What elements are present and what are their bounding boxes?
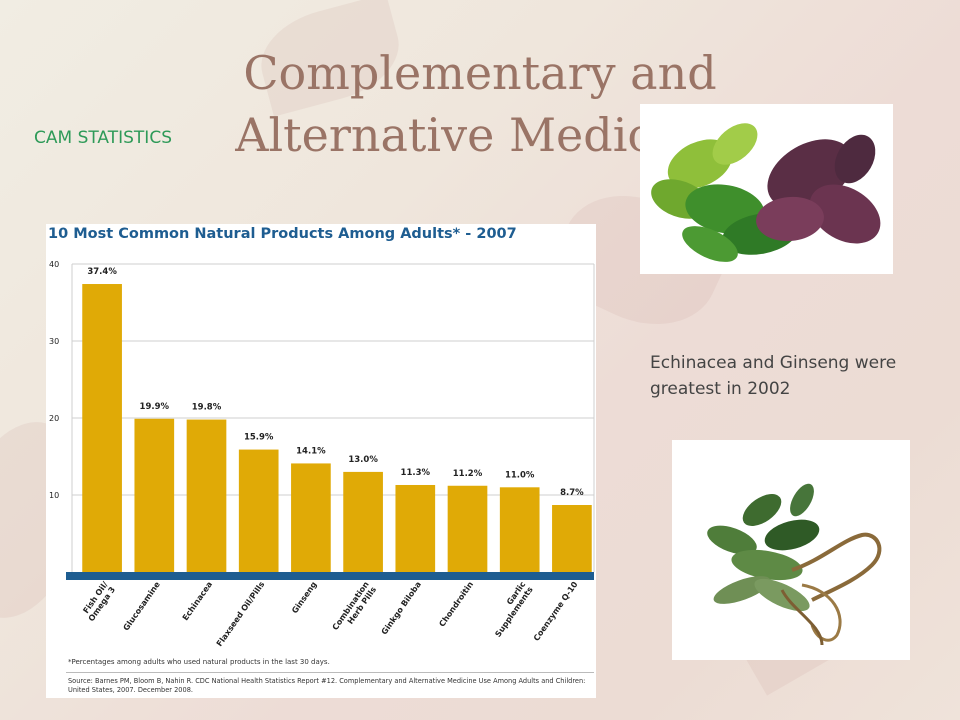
x-category-label: Ginseng xyxy=(290,580,319,615)
bar xyxy=(499,487,540,572)
x-category-label: Fish Oil/Omega 3 xyxy=(79,580,117,623)
bar-value-label: 37.4% xyxy=(87,267,117,277)
x-category-label: Glucosamine xyxy=(122,580,163,633)
bar xyxy=(291,463,331,572)
bar-chart: 10 20 30 40 37.4% Fish Oil/Omega 3 19.9% Glucos… xyxy=(49,260,595,648)
herb-bundle-illustration xyxy=(707,483,882,646)
x-category-label-line: Flaxseed Oil/Pills xyxy=(215,580,267,648)
x-category-label: GarlicSupplements xyxy=(486,580,535,639)
bar xyxy=(343,471,383,572)
herbs-photo-bundle xyxy=(672,440,910,660)
basil-leaves-illustration xyxy=(651,123,881,262)
bar-value-label: 19.9% xyxy=(140,402,170,412)
x-category-label-line: Echinacea xyxy=(181,580,214,622)
bar-value-label: 11.3% xyxy=(401,468,431,478)
bar xyxy=(552,505,592,572)
echinacea-ginseng-note: Echinacea and Ginseng were greatest in 2… xyxy=(650,353,897,399)
bar-value-label: 14.1% xyxy=(296,446,326,456)
y-tick-label: 30 xyxy=(49,337,59,346)
bar-value-label: 13.0% xyxy=(348,455,378,465)
chart-footnote: *Percentages among adults who used natur… xyxy=(68,658,330,666)
bar xyxy=(395,484,436,572)
x-category-label: Coenzyme Q-10 xyxy=(532,580,580,643)
x-category-label-line: Ginseng xyxy=(290,580,319,615)
bar xyxy=(134,418,175,572)
bar-value-label: 11.0% xyxy=(505,470,535,480)
chart-title: 10 Most Common Natural Products Among Ad… xyxy=(48,226,517,242)
x-category-label: CombinationHerb Pills xyxy=(331,580,379,637)
y-tick-label: 10 xyxy=(49,491,59,500)
y-tick-label: 20 xyxy=(49,414,59,423)
bar-value-label: 19.8% xyxy=(192,403,222,413)
bar xyxy=(238,449,279,572)
x-category-label-line: Coenzyme Q-10 xyxy=(532,580,580,643)
x-category-label: Flaxseed Oil/Pills xyxy=(215,580,267,648)
x-category-label: Chondroitin xyxy=(437,580,475,629)
bar xyxy=(186,419,227,572)
bar xyxy=(447,485,488,572)
slide-subtitle: CAM STATISTICS xyxy=(34,128,172,148)
herbs-photo-basil xyxy=(640,104,893,274)
x-category-label: Echinacea xyxy=(181,580,214,622)
bar-value-label: 8.7% xyxy=(560,488,584,498)
bar xyxy=(82,284,122,572)
baseline-band xyxy=(66,572,594,580)
x-category-label: Ginkgo Biloba xyxy=(380,580,423,636)
bar-value-label: 11.2% xyxy=(453,469,483,479)
chart-card: 10 Most Common Natural Products Among Ad… xyxy=(46,224,596,698)
x-category-label-line: Chondroitin xyxy=(437,580,475,629)
x-category-label-line: Glucosamine xyxy=(122,580,163,633)
chart-source: Source: Barnes PM, Bloom B, Nahin R. CDC… xyxy=(68,677,586,694)
y-tick-label: 40 xyxy=(49,260,59,269)
source-divider xyxy=(66,672,594,673)
x-category-label-line: Ginkgo Biloba xyxy=(380,580,423,636)
bar-value-label: 15.9% xyxy=(244,433,274,443)
